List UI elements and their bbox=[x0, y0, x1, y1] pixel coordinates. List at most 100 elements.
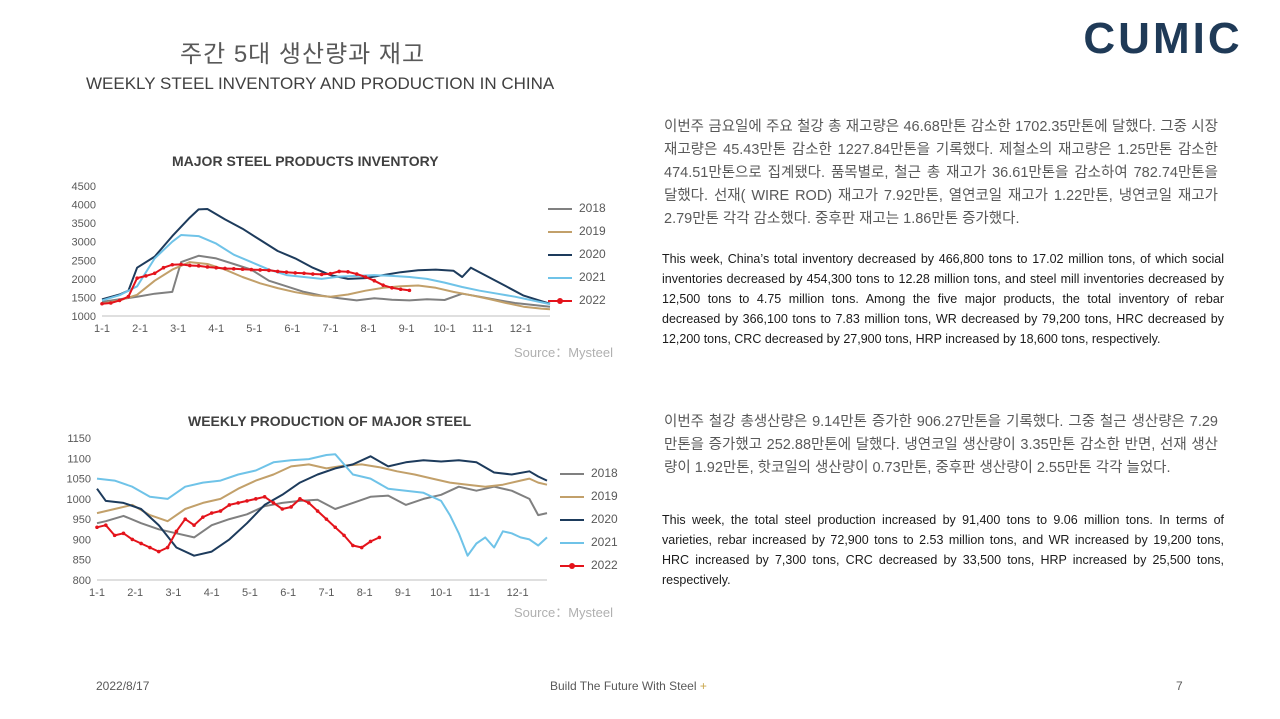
x-tick-label: 9-1 bbox=[395, 587, 411, 599]
y-tick-label: 4500 bbox=[72, 181, 96, 193]
series-point-2022 bbox=[284, 270, 289, 274]
series-point-2022 bbox=[121, 531, 126, 536]
series-point-2022 bbox=[328, 271, 333, 276]
x-tick-label: 2-1 bbox=[132, 323, 148, 335]
series-point-2022 bbox=[262, 495, 267, 499]
legend-swatch bbox=[548, 231, 572, 233]
production-source: Source：Mysteel bbox=[514, 605, 613, 620]
x-tick-label: 12-1 bbox=[507, 587, 529, 599]
legend-label: 2022 bbox=[579, 293, 606, 307]
series-point-2022 bbox=[346, 270, 350, 274]
footer-plus-mark: + bbox=[699, 679, 707, 693]
series-point-2022 bbox=[368, 539, 373, 544]
production-chart-title: WEEKLY PRODUCTION OF MAJOR STEEL bbox=[188, 413, 472, 429]
series-point-2022 bbox=[108, 301, 113, 305]
y-tick-label: 1100 bbox=[67, 453, 91, 465]
y-tick-label: 1000 bbox=[72, 311, 96, 323]
series-point-2022 bbox=[342, 533, 346, 538]
y-tick-label: 3000 bbox=[72, 237, 96, 249]
series-point-2022 bbox=[293, 271, 298, 275]
series-point-2022 bbox=[104, 523, 108, 528]
series-point-2022 bbox=[311, 272, 315, 276]
series-point-2022 bbox=[130, 537, 135, 542]
legend-label: 2021 bbox=[579, 270, 606, 284]
series-point-2022 bbox=[231, 267, 236, 271]
legend-label: 2018 bbox=[579, 201, 606, 215]
series-point-2022 bbox=[354, 272, 359, 276]
series-point-2022 bbox=[351, 543, 355, 548]
legend-marker bbox=[569, 563, 575, 569]
x-tick-label: 4-1 bbox=[204, 587, 220, 599]
y-tick-label: 950 bbox=[73, 514, 91, 526]
y-tick-label: 850 bbox=[73, 555, 91, 567]
series-point-2022 bbox=[324, 517, 329, 521]
series-point-2022 bbox=[126, 294, 131, 299]
y-tick-label: 800 bbox=[73, 575, 91, 587]
legend-swatch bbox=[560, 496, 584, 498]
x-tick-label: 6-1 bbox=[284, 323, 300, 335]
series-point-2022 bbox=[258, 268, 262, 272]
x-tick-label: 8-1 bbox=[361, 323, 377, 335]
series-point-2022 bbox=[302, 271, 306, 276]
series-point-2022 bbox=[275, 269, 280, 274]
inventory-summary-english: This week, China’s total inventory decre… bbox=[662, 252, 1224, 346]
series-point-2022 bbox=[192, 523, 196, 528]
y-tick-label: 2000 bbox=[72, 274, 96, 286]
series-point-2022 bbox=[117, 298, 122, 303]
x-tick-label: 3-1 bbox=[166, 587, 182, 599]
x-tick-label: 7-1 bbox=[318, 587, 334, 599]
series-point-2022 bbox=[363, 275, 368, 279]
inventory-source: Source：Mysteel bbox=[514, 345, 613, 360]
series-point-2022 bbox=[95, 525, 99, 530]
y-tick-label: 1150 bbox=[67, 433, 91, 445]
series-point-2022 bbox=[161, 265, 166, 270]
series-point-2022 bbox=[209, 511, 214, 515]
legend-label: 2020 bbox=[579, 247, 606, 261]
series-line-2020 bbox=[101, 208, 551, 305]
x-tick-label: 10-1 bbox=[430, 587, 452, 599]
series-point-2022 bbox=[333, 525, 338, 530]
series-point-2022 bbox=[280, 507, 285, 511]
svg-text:CUMIC: CUMIC bbox=[1083, 20, 1242, 56]
series-line-2019 bbox=[96, 463, 548, 523]
y-tick-label: 1050 bbox=[67, 474, 91, 486]
series-point-2022 bbox=[144, 274, 148, 278]
x-tick-label: 3-1 bbox=[170, 323, 186, 335]
series-point-2022 bbox=[267, 268, 271, 273]
x-tick-label: 5-1 bbox=[242, 587, 258, 599]
x-tick-label: 4-1 bbox=[208, 323, 224, 335]
legend-label: 2021 bbox=[591, 535, 618, 549]
series-point-2022 bbox=[196, 264, 201, 268]
series-line-2021 bbox=[96, 453, 548, 557]
series-point-2022 bbox=[148, 545, 152, 550]
series-point-2022 bbox=[407, 288, 412, 293]
series-point-2022 bbox=[179, 262, 183, 267]
series-point-2022 bbox=[319, 272, 324, 277]
y-tick-label: 1000 bbox=[67, 494, 91, 506]
y-tick-label: 1500 bbox=[72, 292, 96, 304]
series-line-2019 bbox=[101, 261, 551, 311]
y-tick-label: 900 bbox=[73, 534, 91, 546]
series-point-2022 bbox=[135, 276, 139, 280]
series-point-2022 bbox=[298, 497, 302, 501]
x-tick-label: 8-1 bbox=[357, 587, 373, 599]
page-title-english: WEEKLY STEEL INVENTORY AND PRODUCTION IN… bbox=[86, 74, 555, 93]
y-tick-label: 2500 bbox=[72, 255, 96, 267]
series-point-2022 bbox=[170, 262, 175, 267]
series-point-2022 bbox=[214, 265, 218, 270]
legend-label: 2020 bbox=[591, 512, 618, 526]
series-point-2022 bbox=[398, 287, 403, 292]
series-point-2022 bbox=[337, 269, 341, 274]
production-legend: 2018 2019 2020 2021 2022 bbox=[560, 466, 640, 576]
series-point-2022 bbox=[359, 545, 364, 550]
series-point-2022 bbox=[254, 497, 258, 501]
series-point-2022 bbox=[390, 285, 394, 290]
legend-swatch bbox=[560, 542, 584, 544]
series-line-2018 bbox=[101, 254, 551, 308]
legend-swatch bbox=[560, 519, 584, 521]
legend-label: 2018 bbox=[591, 466, 618, 480]
x-tick-label: 1-1 bbox=[94, 323, 110, 335]
series-point-2022 bbox=[165, 545, 170, 550]
cumic-logo: CUMIC bbox=[1083, 20, 1242, 56]
